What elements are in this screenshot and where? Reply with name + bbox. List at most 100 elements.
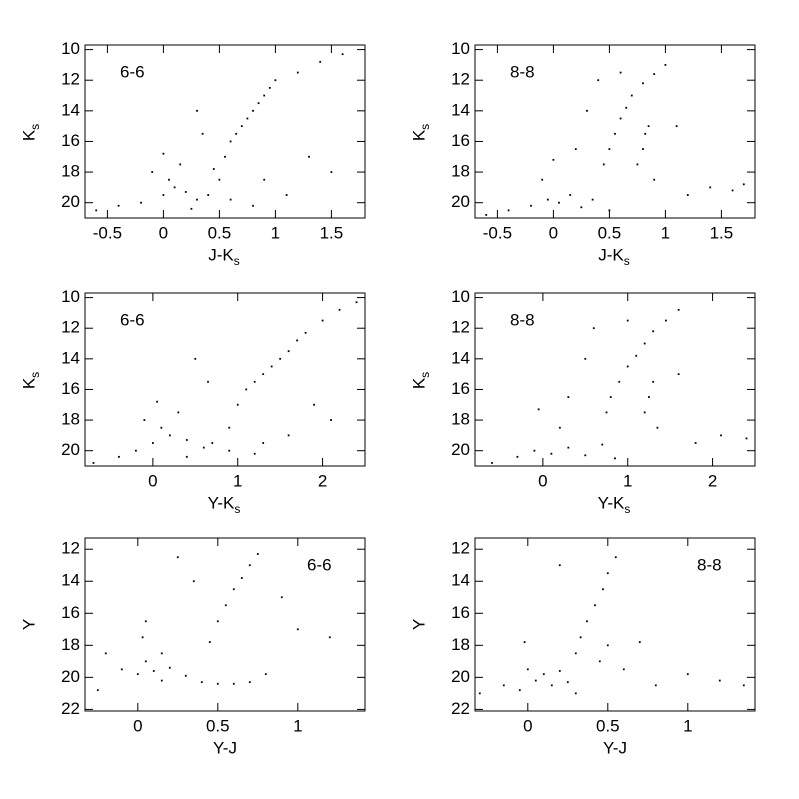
point: [143, 419, 146, 421]
y-tick-label: 10: [61, 287, 80, 306]
point: [591, 198, 594, 201]
y-tick-label: 12: [61, 70, 80, 89]
point: [594, 604, 596, 607]
plot-frame: [474, 537, 756, 712]
y-tick-label: 22: [451, 699, 470, 718]
point: [274, 79, 277, 82]
point: [248, 564, 251, 567]
y-tick-label: 10: [451, 287, 470, 306]
point: [654, 684, 657, 687]
x-axis-label-sub: s: [624, 502, 630, 516]
point: [485, 214, 488, 216]
point: [355, 301, 358, 304]
point: [246, 117, 249, 120]
x-axis-label-sub: s: [234, 502, 240, 516]
point: [542, 673, 545, 676]
y-tick-label: 16: [451, 603, 470, 622]
point: [598, 660, 601, 663]
point: [502, 684, 505, 687]
panel-label: 8-8: [697, 555, 722, 574]
y-tick-label: 14: [61, 571, 80, 590]
point: [558, 670, 561, 672]
point: [321, 319, 324, 322]
y-tick-label: 10: [61, 39, 80, 58]
point: [207, 380, 209, 383]
point: [619, 71, 622, 74]
point: [518, 689, 521, 692]
point: [211, 442, 214, 444]
point: [162, 194, 165, 196]
point: [270, 365, 273, 368]
y-axis-label: K: [19, 377, 38, 389]
x-tick-label: 0: [148, 471, 157, 490]
point: [232, 588, 235, 591]
y-axis-label-sub: s: [28, 372, 42, 378]
x-axis-label: J-K: [208, 245, 234, 264]
point: [207, 194, 210, 196]
point: [550, 452, 553, 455]
point: [574, 148, 577, 151]
x-tick-label: 1: [271, 223, 280, 242]
point: [236, 403, 239, 406]
x-tick-label: 2: [318, 471, 327, 490]
point: [638, 641, 641, 644]
x-tick-label: 1: [233, 471, 242, 490]
point: [622, 668, 625, 671]
point: [216, 620, 219, 623]
point: [287, 350, 290, 353]
y-axis-label: K: [409, 129, 428, 141]
y-axis-label: Y: [409, 619, 428, 630]
x-axis-label: Y-K: [208, 493, 235, 512]
point: [152, 670, 155, 672]
point: [192, 580, 195, 583]
point: [664, 64, 667, 66]
point: [296, 71, 299, 74]
y-tick-label: 16: [61, 603, 80, 622]
point: [218, 178, 221, 181]
point: [160, 426, 163, 429]
point: [718, 679, 721, 682]
y-tick-label: 20: [61, 440, 80, 459]
y-tick-label: 12: [451, 539, 470, 558]
point: [586, 109, 588, 112]
y-tick-label: 20: [451, 667, 470, 686]
point: [523, 641, 526, 644]
point: [104, 652, 107, 655]
point: [567, 396, 570, 399]
point: [338, 308, 341, 311]
point: [144, 620, 147, 623]
point: [296, 339, 299, 342]
point: [642, 148, 644, 151]
x-axis-label-sub: s: [234, 254, 240, 268]
y-tick-label: 20: [61, 667, 80, 686]
point: [248, 681, 251, 684]
y-tick-label: 12: [451, 318, 470, 337]
y-tick-label: 20: [451, 192, 470, 211]
point: [144, 660, 147, 663]
point: [168, 178, 170, 181]
point: [151, 442, 154, 444]
point: [118, 455, 120, 458]
point: [652, 380, 655, 383]
point: [173, 186, 176, 189]
y-tick-label: 18: [451, 635, 470, 654]
point: [256, 553, 259, 555]
point: [140, 201, 142, 204]
x-axis-label: Y-K: [598, 493, 625, 512]
point: [614, 457, 616, 460]
y-tick-label: 16: [451, 379, 470, 398]
point: [245, 388, 248, 391]
point: [686, 673, 689, 676]
point: [151, 171, 154, 173]
point: [602, 163, 605, 166]
point: [229, 198, 232, 201]
point: [190, 207, 193, 210]
point: [626, 365, 629, 368]
point: [252, 109, 254, 112]
plot-frame: [84, 44, 366, 219]
panel-label: 8-8: [510, 310, 535, 329]
point: [224, 604, 227, 607]
point: [526, 668, 529, 671]
x-tick-label: 0: [538, 471, 547, 490]
point: [550, 684, 553, 687]
